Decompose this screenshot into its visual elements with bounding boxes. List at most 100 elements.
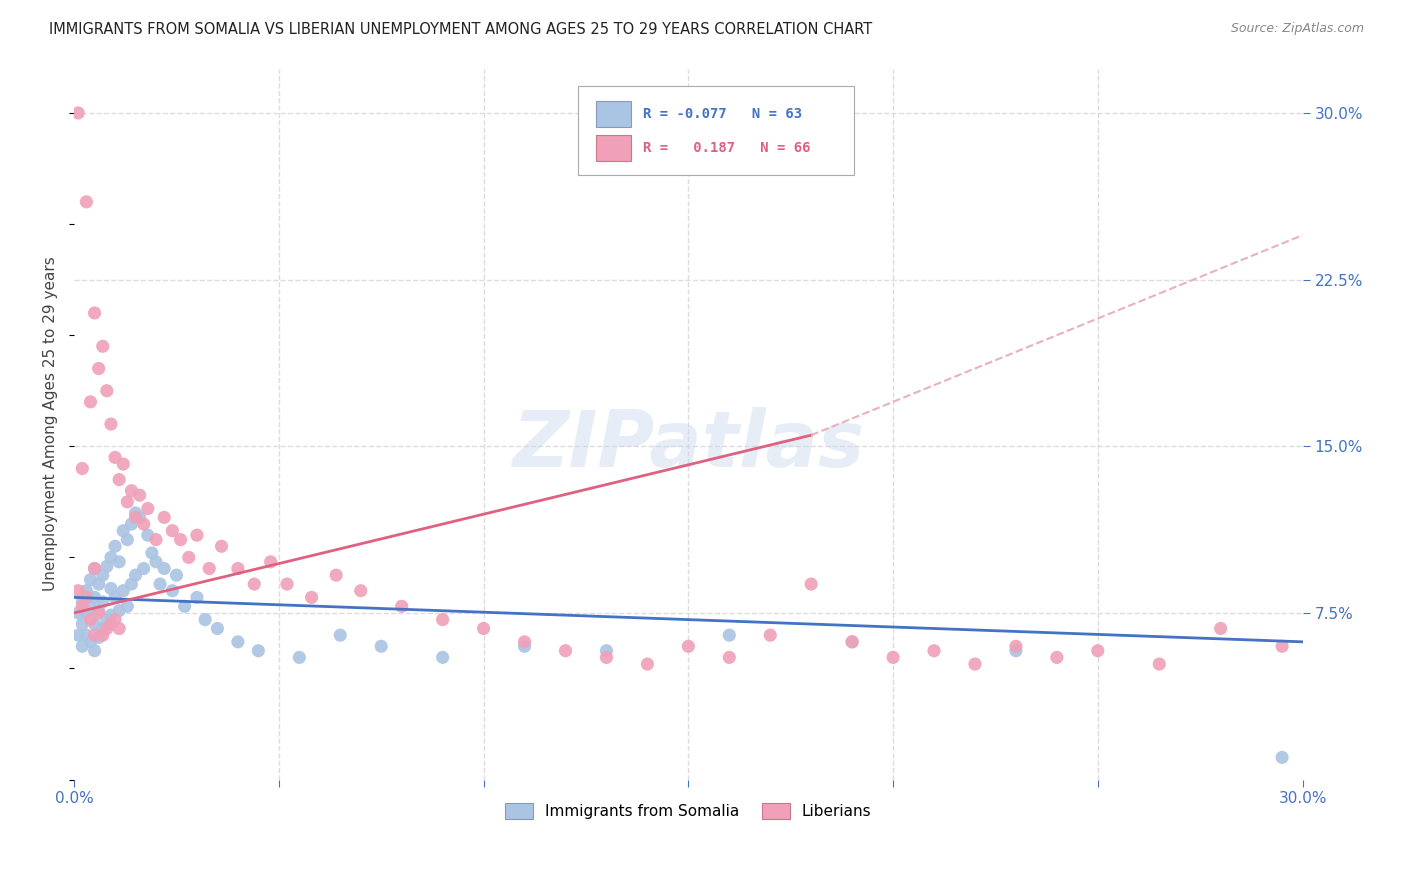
Point: [554, 644, 576, 658]
Point: [104, 591, 127, 605]
Point: [259, 555, 281, 569]
Point: [132, 517, 155, 532]
Point: [87, 361, 110, 376]
Point: [87, 606, 110, 620]
Point: [595, 650, 617, 665]
Point: [112, 457, 135, 471]
Y-axis label: Unemployment Among Ages 25 to 29 years: Unemployment Among Ages 25 to 29 years: [44, 257, 58, 591]
Point: [83, 561, 105, 575]
Bar: [596, 136, 631, 161]
Point: [83, 306, 105, 320]
Point: [153, 561, 176, 575]
Point: [226, 561, 249, 575]
Point: [162, 583, 184, 598]
Point: [67, 583, 90, 598]
Point: [145, 533, 167, 547]
Point: [211, 539, 233, 553]
Point: [112, 524, 135, 538]
Text: R =   0.187   N = 66: R = 0.187 N = 66: [643, 141, 810, 155]
Point: [124, 510, 146, 524]
Point: [91, 339, 114, 353]
Point: [75, 583, 97, 598]
Text: Source: ZipAtlas.com: Source: ZipAtlas.com: [1230, 22, 1364, 36]
Point: [841, 635, 863, 649]
Point: [922, 644, 945, 658]
Point: [87, 631, 110, 645]
Point: [72, 595, 94, 609]
Point: [120, 577, 142, 591]
Point: [67, 106, 90, 120]
Point: [595, 644, 617, 658]
Point: [91, 622, 114, 636]
Point: [83, 591, 105, 605]
Point: [83, 644, 105, 658]
Point: [112, 583, 135, 598]
Point: [194, 613, 217, 627]
Point: [350, 583, 373, 598]
Point: [329, 628, 352, 642]
Point: [91, 628, 114, 642]
Point: [100, 417, 122, 431]
Point: [104, 450, 127, 465]
Point: [67, 606, 90, 620]
Point: [963, 657, 986, 671]
Point: [100, 608, 122, 623]
Point: [432, 650, 454, 665]
Bar: [596, 101, 631, 127]
Point: [87, 604, 110, 618]
Point: [108, 555, 131, 569]
Point: [1005, 644, 1028, 658]
Point: [1149, 657, 1171, 671]
Point: [718, 628, 741, 642]
Point: [247, 644, 270, 658]
Point: [72, 640, 94, 654]
Point: [162, 524, 184, 538]
Point: [1209, 622, 1232, 636]
Point: [276, 577, 298, 591]
Point: [678, 640, 700, 654]
Point: [96, 622, 118, 636]
Point: [83, 561, 105, 575]
Point: [177, 550, 200, 565]
Point: [83, 628, 105, 642]
Point: [841, 635, 863, 649]
Point: [370, 640, 392, 654]
Point: [100, 550, 122, 565]
Point: [288, 650, 311, 665]
Point: [117, 495, 139, 509]
Point: [207, 622, 229, 636]
Point: [91, 595, 114, 609]
Legend: Immigrants from Somalia, Liberians: Immigrants from Somalia, Liberians: [499, 797, 877, 825]
Point: [87, 577, 110, 591]
Text: ZIPatlas: ZIPatlas: [512, 408, 865, 483]
Point: [173, 599, 195, 614]
Point: [117, 533, 139, 547]
Point: [141, 546, 163, 560]
Point: [128, 510, 150, 524]
Point: [100, 582, 122, 596]
Point: [91, 568, 114, 582]
Point: [153, 510, 176, 524]
Point: [136, 528, 159, 542]
Point: [800, 577, 823, 591]
Point: [72, 617, 94, 632]
Point: [391, 599, 413, 614]
Point: [145, 555, 167, 569]
Point: [1087, 644, 1109, 658]
Point: [198, 561, 221, 575]
Text: IMMIGRANTS FROM SOMALIA VS LIBERIAN UNEMPLOYMENT AMONG AGES 25 TO 29 YEARS CORRE: IMMIGRANTS FROM SOMALIA VS LIBERIAN UNEM…: [49, 22, 873, 37]
Point: [67, 628, 90, 642]
Point: [513, 635, 536, 649]
Point: [75, 606, 97, 620]
Point: [1005, 640, 1028, 654]
Point: [75, 591, 97, 605]
Point: [104, 613, 127, 627]
Point: [128, 488, 150, 502]
Point: [120, 517, 142, 532]
Point: [136, 501, 159, 516]
Point: [108, 622, 131, 636]
Point: [100, 617, 122, 632]
Point: [108, 473, 131, 487]
Text: R = -0.077   N = 63: R = -0.077 N = 63: [643, 107, 801, 121]
Point: [1271, 750, 1294, 764]
